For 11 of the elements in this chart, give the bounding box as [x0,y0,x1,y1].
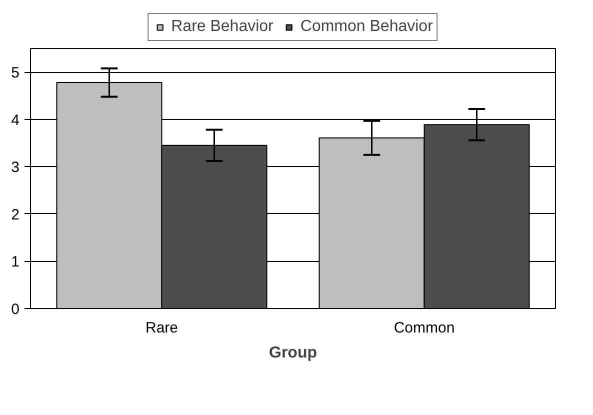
x-axis-title: Group [269,344,318,362]
y-tick-label: 0 [11,301,20,318]
legend-label: Rare Behavior [171,18,274,36]
y-tick-label: 2 [11,206,20,224]
y-tick-label: 3 [11,159,20,176]
legend-label: Common Behavior [300,18,433,36]
x-tick-label: Rare [145,320,178,336]
y-tick-label: 1 [11,254,20,271]
y-tick-label: 5 [11,64,20,82]
y-tick-label: 4 [11,112,20,129]
x-tick-label: Common [394,320,455,336]
